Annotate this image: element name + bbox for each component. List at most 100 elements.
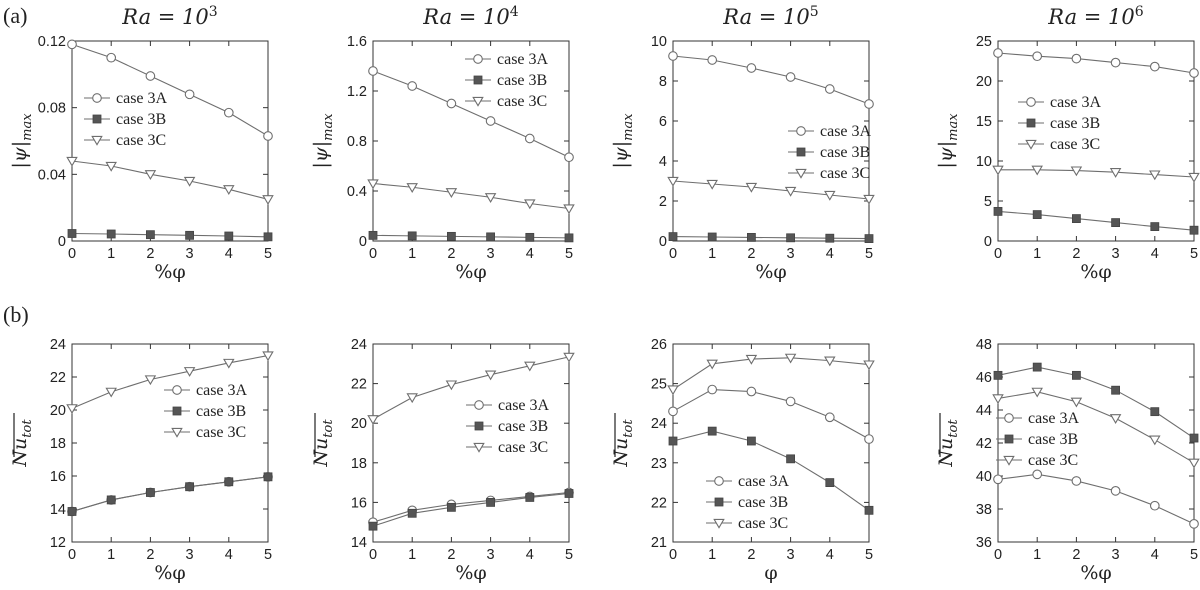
plot-frame xyxy=(997,40,1195,242)
x-tick-label: 5 xyxy=(1190,246,1198,262)
data-point xyxy=(1109,414,1122,424)
legend-marker xyxy=(91,135,103,146)
data-point xyxy=(1072,214,1081,224)
data-point xyxy=(368,230,378,240)
data-point xyxy=(263,472,273,482)
legend-marker xyxy=(474,400,484,410)
legend: case 3A case 3B case 3C xyxy=(706,473,790,532)
series-line xyxy=(672,180,870,200)
data-point xyxy=(524,199,536,210)
x-axis-label: %φ xyxy=(455,261,486,283)
data-point xyxy=(1071,476,1082,486)
data-point xyxy=(445,188,458,198)
y-tick-label: 21 xyxy=(651,535,667,551)
data-point xyxy=(525,232,535,242)
legend-marker xyxy=(473,75,483,85)
data-point xyxy=(824,84,835,94)
x-tick-label: 3 xyxy=(787,547,795,563)
data-point xyxy=(564,233,574,243)
data-point xyxy=(407,508,417,518)
x-tick-label: 5 xyxy=(1190,547,1198,563)
data-point xyxy=(407,81,418,91)
legend-entry: case 3A xyxy=(1018,94,1102,111)
x-tick-label: 2 xyxy=(747,547,755,563)
series-line xyxy=(997,210,1195,231)
y-tick-label: 1.2 xyxy=(347,84,367,100)
data-point xyxy=(445,380,458,391)
data-point xyxy=(563,204,575,215)
x-axis-label: φ xyxy=(764,562,777,584)
data-point xyxy=(1149,61,1160,72)
series-line xyxy=(997,391,1195,464)
data-point xyxy=(863,194,875,205)
legend-marker xyxy=(92,93,102,103)
data-point xyxy=(66,156,78,167)
data-point xyxy=(993,48,1003,58)
y-axis-label: |ψ|max xyxy=(935,113,961,169)
y-tick-label: 20 xyxy=(351,416,367,432)
y-tick-label: 4 xyxy=(659,154,667,170)
legend-label: case 3A xyxy=(498,397,550,414)
data-point xyxy=(824,356,836,367)
data-point xyxy=(1070,166,1083,177)
legend-entry: case 3A xyxy=(706,473,790,490)
plot-frame xyxy=(672,40,870,242)
x-tick-label: 4 xyxy=(826,246,834,262)
legend: case 3A case 3B case 3C xyxy=(465,51,549,110)
y-tick-label: 10 xyxy=(651,34,667,50)
data-point xyxy=(406,393,418,404)
x-tick-label: 1 xyxy=(708,246,716,262)
legend-label: case 3C xyxy=(116,132,166,149)
x-tick-label: 2 xyxy=(146,246,154,262)
y-tick-label: 36 xyxy=(976,535,992,551)
y-tick-label: 0.8 xyxy=(347,134,367,150)
y-tick-label: 25 xyxy=(651,377,667,393)
legend-entry: case 3A xyxy=(164,382,248,399)
x-tick-label: 0 xyxy=(369,246,377,262)
y-tick-label: 0 xyxy=(58,234,66,250)
series-line xyxy=(372,492,570,527)
legend-label: case 3C xyxy=(1050,136,1100,153)
series-case-3c xyxy=(992,165,1200,183)
data-point xyxy=(1032,51,1043,62)
data-point xyxy=(262,195,274,206)
data-point xyxy=(486,497,496,507)
y-axis-label: Nutot xyxy=(610,419,636,468)
y-tick-label: 20 xyxy=(50,403,66,419)
data-point xyxy=(1032,362,1042,372)
legend-marker xyxy=(1004,434,1014,444)
legend-entry: case 3B xyxy=(996,431,1078,448)
x-tick-label: 5 xyxy=(565,547,573,563)
data-point xyxy=(1149,170,1161,181)
x-tick-label: 3 xyxy=(487,547,495,563)
series-line xyxy=(672,430,870,511)
data-point xyxy=(224,477,234,487)
data-point xyxy=(144,170,157,181)
series-case-3a xyxy=(668,51,874,109)
y-tick-label: 12 xyxy=(50,535,66,551)
legend-label: case 3C xyxy=(820,165,870,182)
column-title-4: Ra = 106 xyxy=(1047,4,1143,29)
legend-label: case 3A xyxy=(497,51,549,68)
series-case-3a xyxy=(368,487,574,528)
series-line xyxy=(672,236,870,240)
x-tick-label: 5 xyxy=(865,246,873,262)
y-axis-label: Nutot xyxy=(9,419,35,468)
data-point xyxy=(406,183,418,193)
data-point xyxy=(824,190,836,201)
data-point xyxy=(263,232,273,242)
legend-marker xyxy=(172,385,182,395)
data-point xyxy=(484,370,497,381)
data-point xyxy=(224,231,234,241)
x-tick-label: 0 xyxy=(994,547,1002,563)
x-tick-label: 3 xyxy=(787,246,795,262)
data-point xyxy=(707,426,717,436)
legend-marker xyxy=(1025,139,1037,150)
x-tick-label: 2 xyxy=(747,246,755,262)
x-tick-label: 4 xyxy=(526,246,534,262)
data-point xyxy=(407,231,417,241)
data-point xyxy=(144,375,157,386)
